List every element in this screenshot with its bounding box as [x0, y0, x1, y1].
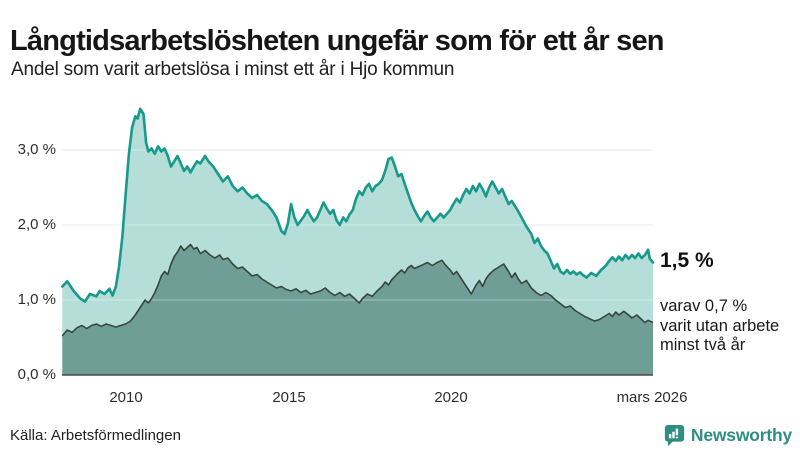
- newsworthy-logo-icon: [664, 424, 685, 446]
- end-value-annotation: 1,5 %: [660, 249, 714, 272]
- chart-subtitle: Andel som varit arbetslösa i minst ett å…: [11, 59, 455, 80]
- y-axis-tick-2: 2,0 %: [17, 216, 56, 233]
- two-year-annotation-line-2: varit utan arbete: [660, 316, 780, 335]
- x-axis-tick-2015: 2015: [272, 389, 306, 406]
- y-axis-tick-1: 1,0 %: [17, 291, 56, 308]
- newsworthy-wordmark: Newsworthy: [690, 424, 792, 445]
- x-axis-tick-2020: 2020: [434, 389, 468, 406]
- two-year-annotation-line-3: minst två år: [660, 336, 746, 354]
- two-year-annotation-line-1: varav 0,7 %: [660, 297, 748, 315]
- x-axis-tick-2010: 2010: [109, 389, 143, 406]
- x-axis-tick-mars-2026: mars 2026: [616, 389, 688, 406]
- two-year-annotation: varav 0,7 % varit utan arbete minst två …: [660, 297, 779, 356]
- y-axis-tick-0: 0,0 %: [17, 366, 56, 383]
- newsworthy-logo: Newsworthy: [664, 423, 792, 447]
- page-title: Långtidsarbetslösheten ungefär som för e…: [10, 25, 665, 58]
- source-caption: Källa: Arbetsförmedlingen: [10, 427, 181, 444]
- y-axis-tick-3: 3,0 %: [17, 141, 56, 158]
